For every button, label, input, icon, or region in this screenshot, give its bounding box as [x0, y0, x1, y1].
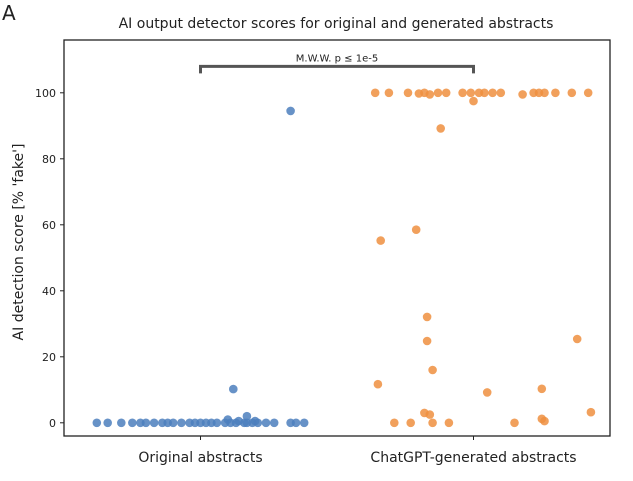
- data-point: [583, 88, 593, 98]
- data-point: [480, 88, 489, 98]
- data-point: [406, 418, 416, 428]
- plot-frame: [63, 39, 611, 437]
- significance-annotation: M.W.W. p ≤ 1e-5: [199, 53, 475, 74]
- x-axis: Original abstracts ChatGPT-generated abst…: [138, 436, 577, 466]
- data-point: [390, 418, 399, 428]
- data-point: [411, 225, 421, 234]
- data-point: [234, 416, 243, 426]
- data-point: [223, 415, 233, 424]
- y-tick-label: 40: [42, 285, 56, 298]
- data-point: [373, 379, 383, 389]
- data-point: [428, 418, 437, 428]
- data-point: [567, 88, 577, 98]
- data-point: [291, 418, 301, 428]
- data-point: [299, 418, 309, 428]
- data-point: [428, 365, 437, 375]
- data-point: [441, 88, 451, 98]
- data-point: [586, 407, 596, 417]
- data-point: [117, 418, 126, 428]
- y-tick-label: 60: [42, 219, 56, 232]
- data-point: [540, 416, 549, 426]
- data-point: [177, 418, 186, 428]
- data-point: [482, 388, 492, 397]
- data-point: [141, 418, 151, 428]
- y-tick-label: 20: [42, 351, 56, 364]
- data-point: [286, 106, 295, 116]
- data-point: [212, 418, 222, 428]
- data-point: [376, 236, 386, 245]
- data-point: [572, 334, 582, 344]
- data-point: [103, 418, 112, 428]
- data-point: [229, 384, 238, 394]
- data-point: [469, 96, 478, 106]
- data-point: [242, 411, 252, 421]
- data-point: [422, 336, 432, 346]
- y-axis-label: AI detection score [% 'fake']: [11, 144, 27, 341]
- data-point: [422, 312, 432, 322]
- data-point: [269, 418, 279, 428]
- significance-label: M.W.W. p ≤ 1e-5: [296, 53, 378, 64]
- data-point: [92, 418, 102, 428]
- data-point: [149, 418, 159, 428]
- y-tick-label: 80: [42, 153, 56, 166]
- data-points: [92, 88, 596, 428]
- data-point: [425, 90, 435, 99]
- data-point: [261, 418, 271, 428]
- y-axis: 0 20 40 60 80 100: [35, 87, 64, 430]
- data-point: [518, 90, 527, 99]
- data-point: [384, 88, 394, 98]
- x-category-label: Original abstracts: [138, 450, 262, 466]
- data-point: [370, 88, 380, 98]
- data-point: [128, 418, 137, 428]
- data-point: [496, 88, 506, 98]
- data-point: [488, 88, 497, 98]
- chart-title: AI output detector scores for original a…: [119, 16, 554, 32]
- data-point: [510, 418, 519, 428]
- data-point: [540, 88, 549, 98]
- y-tick-label: 100: [35, 87, 56, 100]
- data-point: [551, 88, 560, 98]
- data-point: [444, 418, 454, 428]
- data-point: [466, 88, 476, 98]
- data-point: [458, 88, 467, 98]
- data-point: [436, 124, 446, 133]
- panel-label: A: [2, 1, 16, 25]
- data-point: [537, 384, 547, 394]
- significance-bracket: [199, 64, 475, 74]
- data-point: [403, 88, 413, 98]
- x-category-label: ChatGPT-generated abstracts: [370, 450, 576, 466]
- data-point: [250, 416, 260, 426]
- data-point: [425, 410, 435, 419]
- y-tick-label: 0: [49, 417, 56, 430]
- data-point: [168, 418, 178, 428]
- data-point: [433, 88, 443, 98]
